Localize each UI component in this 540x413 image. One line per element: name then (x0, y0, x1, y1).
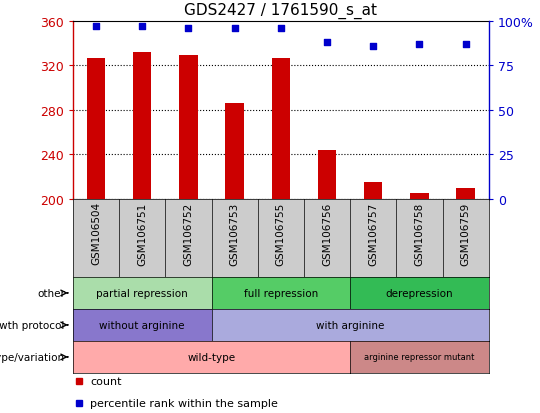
Point (92, 24, 100, 31)
Point (461, 42, 470, 48)
Point (369, 43, 377, 50)
Bar (133, 53, 151, 199)
Bar (456, 188, 475, 199)
Point (276, 26, 285, 32)
Bar (410, 194, 429, 199)
Point (138, 24, 146, 31)
Text: GSM106504: GSM106504 (91, 202, 101, 265)
Point (415, 42, 424, 48)
Text: partial repression: partial repression (96, 288, 188, 298)
Text: GSM106751: GSM106751 (137, 202, 147, 265)
Bar (225, 104, 244, 199)
Text: count: count (90, 376, 122, 386)
Text: other: other (37, 288, 65, 298)
Text: growth protocol: growth protocol (0, 320, 65, 330)
Bar (272, 59, 290, 199)
Text: wild-type: wild-type (187, 352, 235, 362)
Bar (179, 56, 198, 199)
Point (323, 40, 332, 47)
Text: without arginine: without arginine (99, 320, 185, 330)
Text: GSM106758: GSM106758 (414, 202, 424, 265)
Title: GDS2427 / 1761590_s_at: GDS2427 / 1761590_s_at (184, 3, 377, 19)
Text: GSM106752: GSM106752 (184, 202, 193, 265)
Text: with arginine: with arginine (316, 320, 384, 330)
Text: percentile rank within the sample: percentile rank within the sample (90, 398, 278, 408)
Text: GSM106757: GSM106757 (368, 202, 378, 265)
Text: derepression: derepression (386, 288, 453, 298)
Text: GSM106756: GSM106756 (322, 202, 332, 265)
Bar (87, 59, 105, 199)
Text: arginine repressor mutant: arginine repressor mutant (364, 353, 475, 361)
Text: GSM106759: GSM106759 (461, 202, 470, 265)
Text: GSM106753: GSM106753 (230, 202, 240, 265)
Text: full repression: full repression (244, 288, 318, 298)
Point (230, 26, 239, 32)
Text: GSM106755: GSM106755 (276, 202, 286, 265)
Bar (364, 183, 382, 199)
Text: genotype/variation: genotype/variation (0, 352, 65, 362)
Point (184, 26, 193, 32)
Bar (318, 151, 336, 199)
